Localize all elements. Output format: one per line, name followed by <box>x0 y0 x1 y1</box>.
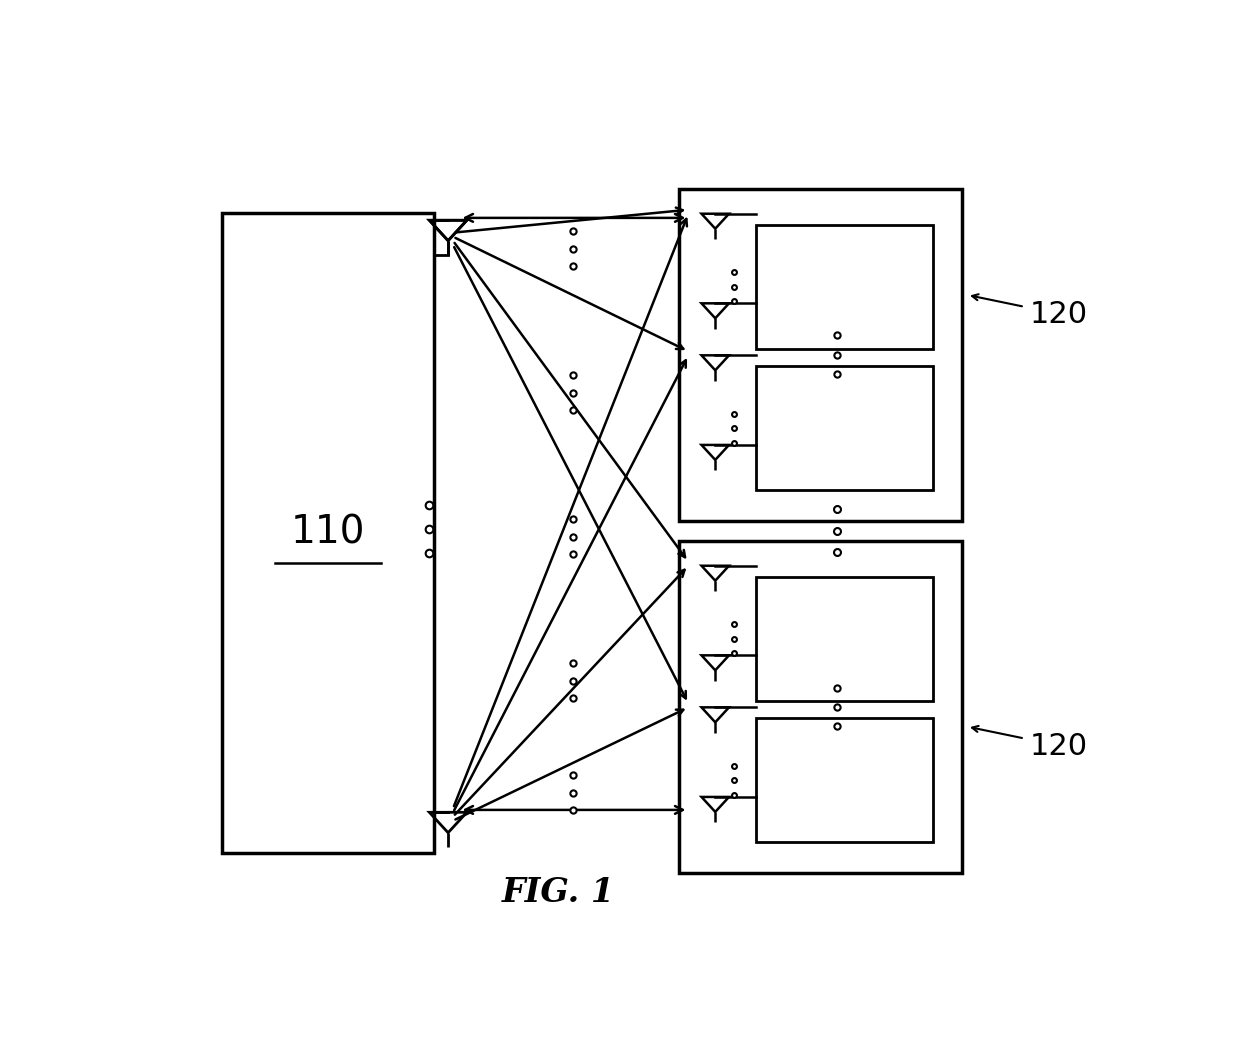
Bar <box>678 540 962 873</box>
Bar <box>755 224 934 349</box>
Text: 110: 110 <box>290 513 366 552</box>
Bar <box>755 367 934 490</box>
Bar <box>755 577 934 700</box>
Text: FIG. 1: FIG. 1 <box>502 876 615 909</box>
Bar <box>222 213 434 853</box>
Text: 120: 120 <box>1029 732 1087 761</box>
Bar <box>678 189 962 521</box>
Bar <box>755 718 934 843</box>
Text: 120: 120 <box>1029 300 1087 329</box>
